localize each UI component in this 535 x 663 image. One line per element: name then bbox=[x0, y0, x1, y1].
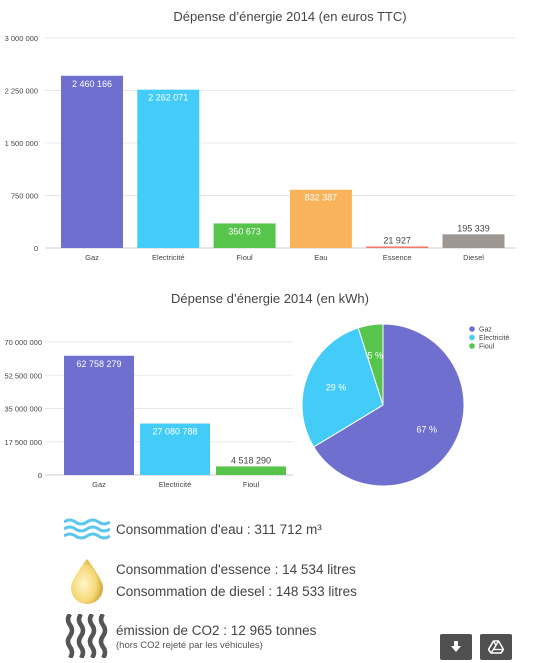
bar bbox=[366, 246, 429, 248]
legend-swatch bbox=[469, 334, 475, 341]
x-tick-label: Essence bbox=[383, 253, 412, 262]
legend-label: Electricité bbox=[479, 335, 509, 342]
google-drive-icon bbox=[488, 640, 504, 654]
bar bbox=[64, 355, 134, 475]
pie-slice bbox=[301, 327, 384, 448]
download-arrow-icon bbox=[451, 641, 461, 652]
fuel-drop-icon bbox=[62, 557, 112, 605]
bar bbox=[289, 189, 352, 248]
chart-title: Dépense d’énergie 2014 (en kWh) bbox=[171, 291, 369, 306]
pie-label: 29 % bbox=[326, 382, 347, 392]
y-tick-label: 0 bbox=[34, 244, 38, 253]
x-tick-label: Fioul bbox=[243, 480, 260, 489]
y-tick-label: 750 000 bbox=[11, 192, 38, 201]
y-tick-label: 70 000 000 bbox=[4, 338, 42, 347]
y-tick-label: 3 000 000 bbox=[5, 34, 38, 43]
pie-label: 67 % bbox=[416, 425, 437, 435]
x-tick-label: Electricité bbox=[152, 253, 185, 262]
legend-swatch bbox=[469, 343, 475, 349]
y-tick-label: 2 250 000 bbox=[5, 87, 38, 96]
x-tick-label: Fioul bbox=[236, 253, 253, 262]
data-label: 21 927 bbox=[383, 235, 411, 245]
diesel-consumption-text: Consommation de diesel : 148 533 litres bbox=[116, 584, 357, 599]
bar bbox=[213, 223, 276, 248]
data-label: 350 673 bbox=[228, 226, 261, 236]
bar bbox=[216, 466, 286, 475]
legend-label: Gaz bbox=[479, 327, 492, 334]
legend-swatch bbox=[469, 326, 475, 332]
y-tick-label: 35 000 000 bbox=[4, 405, 42, 414]
data-label: 27 080 788 bbox=[152, 427, 197, 437]
chart-title: Dépense d’énergie 2014 (en euros TTC) bbox=[173, 9, 406, 24]
x-tick-label: Eau bbox=[314, 253, 327, 262]
co2-note-text: (hors CO2 rejeté par les véhicules) bbox=[116, 639, 263, 651]
bar bbox=[137, 89, 200, 248]
data-label: 195 339 bbox=[457, 223, 490, 233]
data-label: 832 387 bbox=[305, 193, 338, 203]
data-label: 2 460 166 bbox=[72, 79, 112, 89]
data-label: 4 518 290 bbox=[231, 455, 271, 465]
bar bbox=[442, 234, 505, 248]
x-tick-label: Gaz bbox=[85, 253, 99, 262]
y-tick-label: 1 500 000 bbox=[5, 139, 38, 148]
x-tick-label: Diesel bbox=[463, 253, 484, 262]
y-tick-label: 52 500 000 bbox=[4, 371, 42, 380]
x-tick-label: Electricité bbox=[159, 480, 192, 489]
y-tick-label: 17 500 000 bbox=[4, 438, 42, 447]
water-consumption-row: Consommation d'eau : 311 712 m³ bbox=[62, 518, 322, 540]
bar-pie-chart-kwh: Dépense d’énergie 2014 (en kWh) 0 17 500 … bbox=[4, 291, 509, 489]
y-tick-label: 0 bbox=[38, 471, 42, 480]
data-label: 2 262 071 bbox=[148, 93, 188, 103]
download-button[interactable] bbox=[440, 634, 472, 660]
bar-chart-euros: Dépense d’énergie 2014 (en euros TTC) 0 7… bbox=[5, 9, 516, 262]
water-waves-icon bbox=[62, 518, 112, 540]
petrol-consumption-text: Consommation d'essence : 14 534 litres bbox=[116, 562, 356, 577]
data-label: 62 758 279 bbox=[76, 359, 121, 369]
co2-emission-text: émission de CO2 : 12 965 tonnes bbox=[116, 622, 317, 638]
pie-slice bbox=[313, 323, 465, 487]
bar bbox=[61, 75, 123, 248]
smoke-waves-icon bbox=[62, 614, 112, 658]
water-consumption-text: Consommation d'eau : 311 712 m³ bbox=[116, 521, 322, 537]
fuel-consumption-row: Consommation d'essence : 14 534 litres C… bbox=[62, 557, 357, 605]
pie-label: 5 % bbox=[367, 350, 383, 360]
google-drive-button[interactable] bbox=[480, 634, 512, 660]
pie-slice bbox=[357, 323, 384, 406]
x-tick-label: Gaz bbox=[92, 480, 106, 489]
bar bbox=[140, 423, 210, 475]
legend-label: Fioul bbox=[479, 344, 495, 351]
co2-emission-row: émission de CO2 : 12 965 tonnes (hors CO… bbox=[62, 614, 316, 658]
